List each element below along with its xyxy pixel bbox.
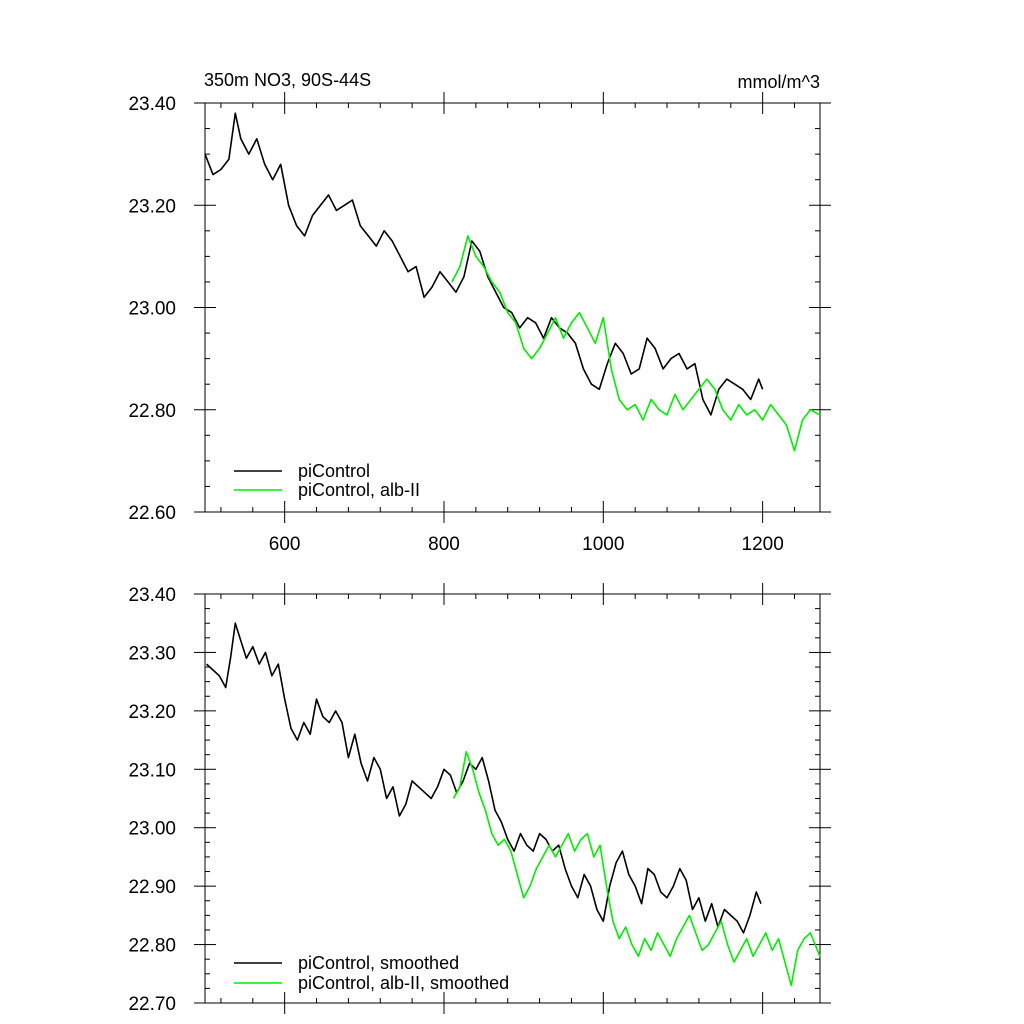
top-x-tick-label: 1200 — [742, 534, 784, 555]
top-y-tick-label: 22.80 — [128, 401, 176, 422]
top-y-tick-label: 23.40 — [128, 94, 176, 115]
top-chart-title: 350m NO3, 90S-44S — [204, 70, 371, 90]
bottom-legend-label-picontrol: piControl, smoothed — [298, 953, 459, 973]
bottom-legend-label-alb-ii: piControl, alb-II, smoothed — [298, 973, 509, 993]
bottom-y-tick-label: 23.40 — [128, 585, 176, 606]
top-chart-units: mmol/m^3 — [738, 72, 820, 92]
bottom-series-picontrol-line — [206, 622, 762, 934]
top-y-tick-label: 23.00 — [128, 299, 176, 320]
top-plot-frame — [204, 102, 821, 513]
top-legend-label-alb-ii: piControl, alb-II — [298, 480, 420, 500]
bottom-y-tick-label: 22.90 — [128, 877, 176, 898]
top-x-tick-label: 800 — [428, 534, 460, 555]
top-legend: piControl piControl, alb-II — [234, 461, 420, 500]
bottom-plot-frame — [204, 593, 821, 1004]
top-y-tick-label: 22.60 — [128, 503, 176, 524]
top-legend-label-picontrol: piControl — [298, 461, 370, 481]
top-series-picontrol-line — [204, 112, 764, 416]
bottom-panel: piControl, smoothed piControl, alb-II, s… — [128, 583, 831, 1015]
bottom-y-tick-label: 23.10 — [128, 760, 176, 781]
bottom-y-tick-label: 23.00 — [128, 819, 176, 840]
bottom-series-alb-ii-line — [452, 750, 821, 987]
bottom-y-tick-label: 23.20 — [128, 702, 176, 723]
top-panel: 350m NO3, 90S-44S mmol/m^3 piControl piC… — [128, 70, 831, 555]
top-x-tick-label: 1000 — [582, 534, 624, 555]
top-y-tick-label: 23.20 — [128, 196, 176, 217]
bottom-y-tick-label: 22.70 — [128, 994, 176, 1015]
bottom-y-tick-label: 23.30 — [128, 643, 176, 664]
bottom-legend: piControl, smoothed piControl, alb-II, s… — [234, 953, 509, 993]
top-x-tick-label: 600 — [269, 534, 301, 555]
bottom-y-tick-label: 22.80 — [128, 936, 176, 957]
top-series-alb-ii-line — [451, 235, 821, 452]
